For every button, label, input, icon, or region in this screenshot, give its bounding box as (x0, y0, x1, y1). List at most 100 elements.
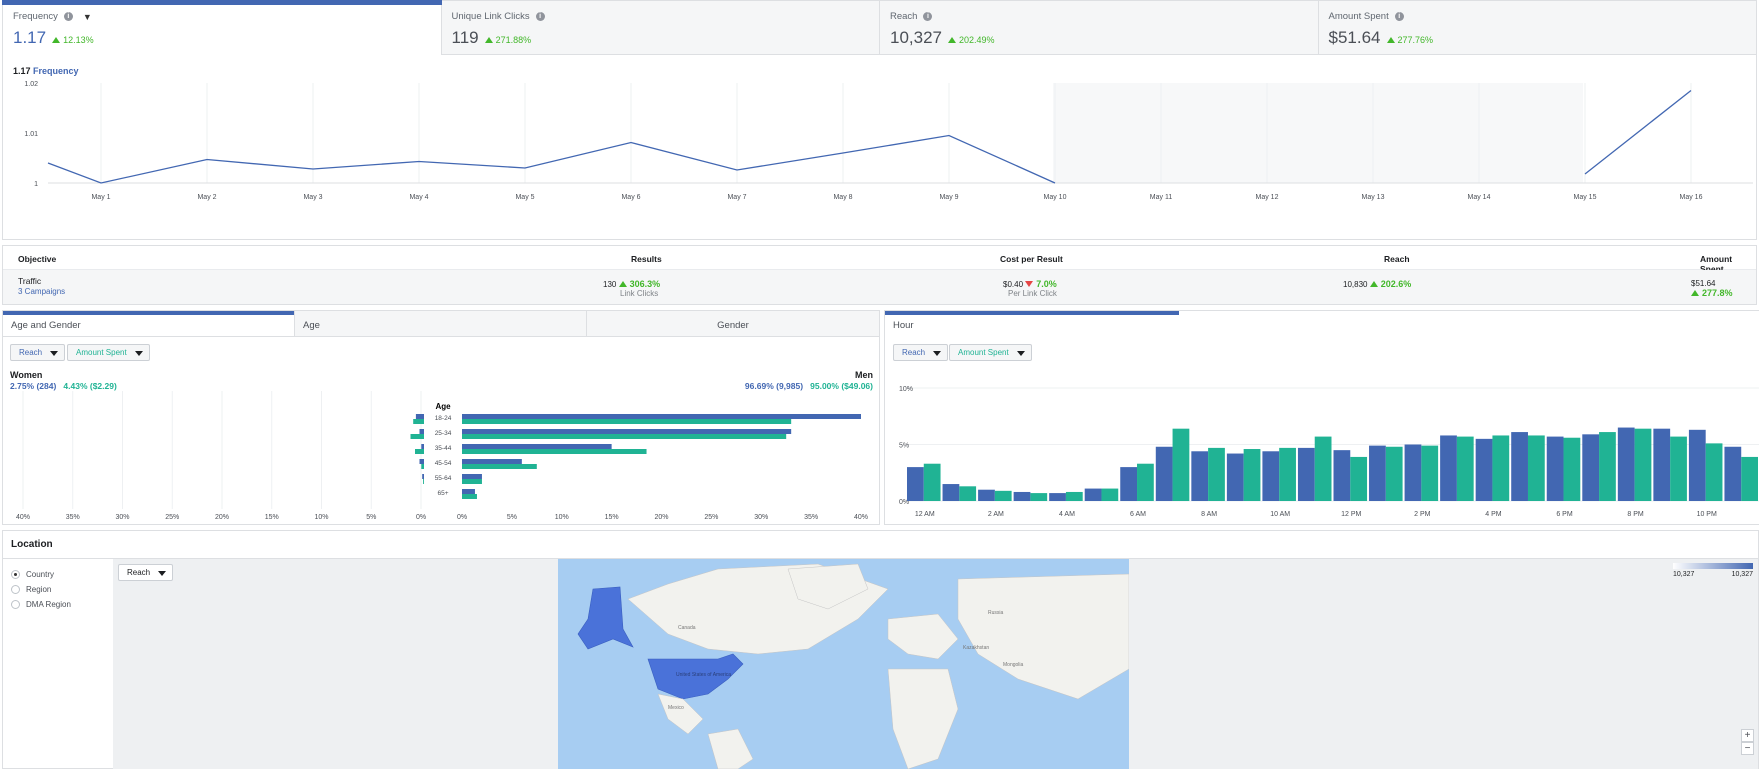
amount-spent-dropdown[interactable]: Amount Spent (67, 344, 150, 361)
men-reach-bar (462, 459, 522, 464)
women-reach-bar (422, 474, 424, 479)
map-area[interactable]: Reach United States of America Canada Me… (113, 559, 1758, 769)
tab-age[interactable]: Age (295, 311, 587, 336)
chevron-down-icon (933, 351, 942, 356)
spent-bar (1421, 445, 1439, 501)
arrow-up-icon (1691, 290, 1699, 296)
results-delta: 306.3% (629, 279, 661, 289)
x-tick-label: 35% (804, 514, 818, 521)
alaska-shape (577, 586, 634, 650)
active-tab-indicator (2, 0, 442, 5)
zoom-in-button[interactable]: + (1741, 729, 1754, 742)
x-tick-label: May 13 (1362, 194, 1385, 201)
south-america-shape (707, 728, 754, 769)
info-icon[interactable]: i (923, 12, 933, 21)
metric-value: $51.64 (1328, 28, 1381, 47)
reach-bar (1084, 488, 1102, 501)
reach-bar (1546, 436, 1564, 501)
radio-region[interactable]: Region (11, 582, 71, 597)
men-reach-bar (462, 414, 861, 419)
metric-delta: 202.49% (959, 35, 995, 45)
x-tick-label: 35% (66, 514, 80, 521)
men-spent-bar (462, 449, 647, 454)
radio-dma-region[interactable]: DMA Region (11, 597, 71, 612)
arrow-down-icon (1025, 281, 1034, 287)
x-tick-label: 4 AM (1059, 511, 1075, 518)
x-tick-label: 10% (314, 514, 328, 521)
spent-bar (923, 463, 941, 501)
arrow-up-icon (52, 37, 61, 43)
arrow-up-icon (618, 281, 627, 287)
x-tick-label: May 15 (1574, 194, 1597, 201)
metric-label: Unique Link Clicks (451, 11, 530, 22)
metric-tab-amount-spent[interactable]: Amount Spent i $51.64 277.76% (1318, 0, 1757, 55)
metric-tab-frequency[interactable]: Frequency i ▼ 1.17 12.13% (2, 0, 442, 55)
info-icon[interactable]: i (63, 12, 73, 21)
x-tick-label: 25% (165, 514, 179, 521)
x-tick-label: 6 AM (1130, 511, 1146, 518)
metric-tabs: Frequency i ▼ 1.17 12.13% Unique Link Click… (2, 0, 1757, 55)
location-options: Country Region DMA Region (11, 567, 71, 612)
header-reach: Reach (1384, 254, 1410, 264)
chevron-down-icon (158, 571, 167, 576)
x-tick-label: 5% (507, 514, 517, 521)
reach-dropdown[interactable]: Reach (10, 344, 66, 361)
tab-gender[interactable]: Gender (587, 311, 879, 336)
dropdown-label: Amount Spent (958, 348, 1009, 357)
map-label-russia: Russia (988, 610, 1004, 616)
caret-down-icon[interactable]: ▼ (82, 11, 92, 22)
info-icon[interactable]: i (535, 12, 545, 21)
age-category-label: 25-34 (435, 430, 452, 437)
men-reach-bar (462, 489, 475, 494)
x-tick-label: 40% (854, 514, 868, 521)
zoom-controls: + − (1741, 729, 1754, 755)
header-cost-per-result: Cost per Result (1000, 254, 1063, 264)
results-table: Objective Results Cost per Result Reach … (2, 245, 1757, 305)
metric-tab-reach[interactable]: Reach i 10,327 202.49% (880, 0, 1319, 55)
x-tick-label: May 14 (1468, 194, 1491, 201)
map-label-mexico: Mexico (668, 705, 684, 711)
row-spent: $51.64 277.8% (1691, 279, 1756, 298)
radio-label: DMA Region (26, 600, 71, 609)
location-panel: Location Country Region DMA Region Reach… (2, 530, 1759, 769)
x-tick-label: 6 PM (1556, 511, 1573, 518)
arrow-up-icon (1386, 37, 1395, 43)
reach-bar (1333, 450, 1351, 501)
world-map[interactable]: United States of America Canada Mexico R… (558, 559, 1129, 769)
radio-country[interactable]: Country (11, 567, 71, 582)
reach-dropdown[interactable]: Reach (893, 344, 949, 361)
metric-label: Frequency (13, 11, 58, 22)
spent-bar (1172, 428, 1190, 501)
dropdown-label: Reach (902, 348, 926, 357)
zoom-out-button[interactable]: − (1741, 742, 1754, 755)
men-stats: 96.69% (9,985) 95.00% ($49.06) (745, 381, 873, 391)
y-tick-label: 1.01 (24, 131, 38, 138)
tab-label: Hour (893, 320, 914, 331)
women-reach-bar (419, 429, 424, 434)
x-tick-label: May 9 (939, 194, 958, 201)
tab-hour[interactable]: Hour (885, 311, 1179, 337)
women-spent-bar (421, 464, 424, 469)
age-category-label: 35-44 (435, 445, 452, 452)
row-reach: 10,830 202.6% (1343, 279, 1411, 289)
campaigns-link[interactable]: 3 Campaigns (18, 287, 66, 296)
spent-bar (1634, 428, 1652, 501)
results-sub: Link Clicks (620, 289, 659, 298)
info-icon[interactable]: i (1394, 12, 1404, 21)
y-tick-label: 10% (899, 386, 913, 393)
reach-bar (1440, 435, 1457, 501)
radio-label: Country (26, 570, 55, 579)
men-spent-bar (462, 434, 787, 439)
x-tick-label: 12 PM (1341, 511, 1361, 518)
women-reach: 2.75% (284) (10, 381, 57, 391)
tab-label: Age (303, 320, 320, 331)
amount-spent-dropdown[interactable]: Amount Spent (949, 344, 1032, 361)
tab-age-and-gender[interactable]: Age and Gender (3, 311, 295, 336)
x-tick-label: May 4 (409, 194, 428, 201)
greenland-shape (787, 563, 869, 610)
map-metric-dropdown[interactable]: Reach (118, 564, 174, 581)
table-row: Traffic 3 Campaigns 130 306.3% Link Clic… (3, 270, 1756, 304)
frequency-line-series (47, 134, 1056, 184)
metric-tab-unique-link-clicks[interactable]: Unique Link Clicks i 119 271.88% (441, 0, 880, 55)
reach-bar (1724, 446, 1742, 501)
